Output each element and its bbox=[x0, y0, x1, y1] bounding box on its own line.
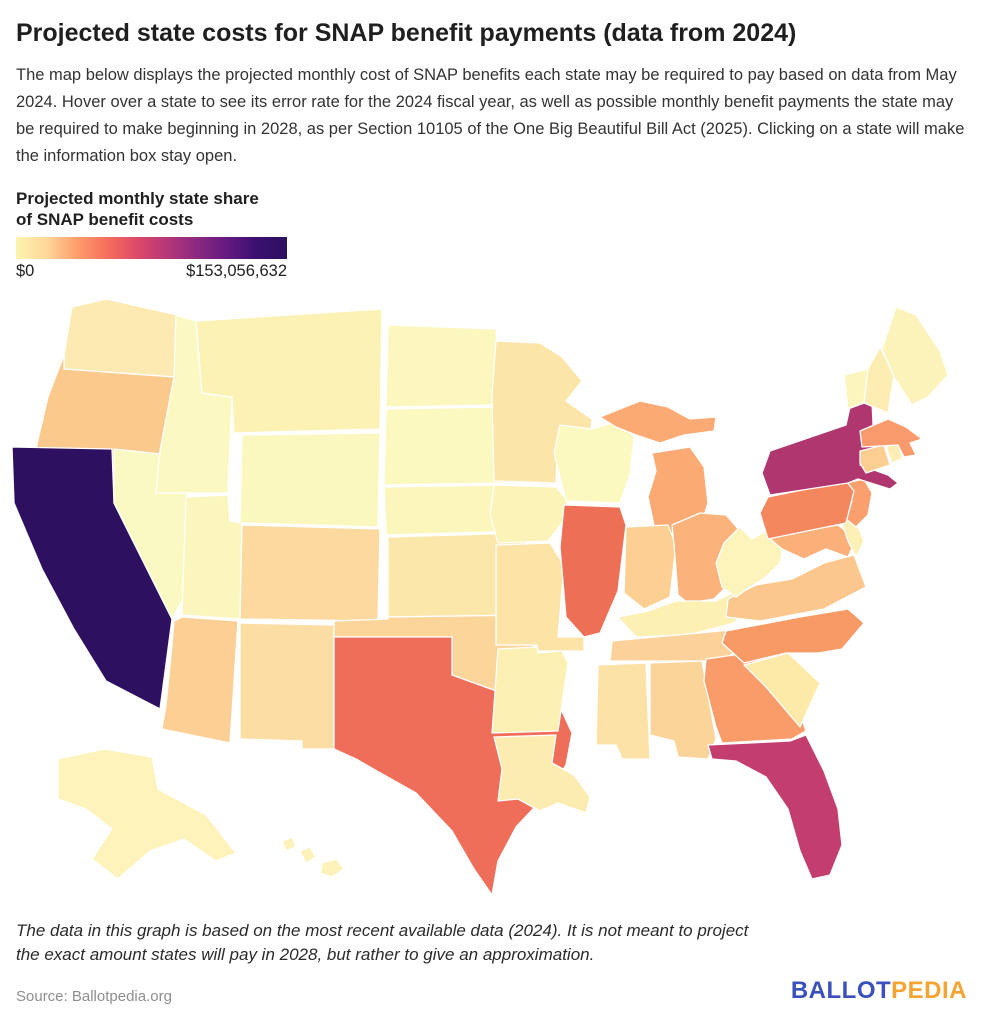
state-wi[interactable]: Wisconsin bbox=[553, 420, 635, 504]
state-az[interactable]: Arizona bbox=[161, 616, 239, 744]
state-co[interactable]: Colorado bbox=[239, 524, 381, 622]
ballotpedia-logo: BALLOTPEDIA bbox=[791, 977, 967, 1005]
us-choropleth-map: WashingtonOregonCaliforniaNevadaIdahoMon… bbox=[0, 285, 983, 915]
legend-gradient-bar bbox=[16, 237, 287, 260]
state-sd[interactable]: South Dakota bbox=[383, 406, 507, 486]
footnote-text: The data in this graph is based on the m… bbox=[16, 921, 749, 964]
legend-title-line2: of SNAP benefit costs bbox=[16, 209, 194, 229]
state-ak[interactable]: Alaska bbox=[57, 748, 237, 880]
state-ar[interactable]: Arkansas bbox=[491, 646, 569, 734]
state-dc[interactable]: District of Columbia bbox=[795, 561, 805, 571]
state-il[interactable]: Illinois bbox=[559, 504, 627, 638]
state-ca[interactable]: California bbox=[11, 446, 173, 710]
state-hi[interactable]: Hawaii bbox=[319, 858, 345, 878]
state-ma[interactable]: Massachusetts bbox=[859, 418, 923, 458]
footer-row: Source: Ballotpedia.org BALLOTPEDIA bbox=[16, 977, 967, 1015]
state-la[interactable]: Louisiana bbox=[493, 734, 591, 814]
legend-labels: $0 $153,056,632 bbox=[16, 262, 287, 281]
legend-title-line1: Projected monthly state share bbox=[16, 188, 259, 208]
legend-title: Projected monthly state share of SNAP be… bbox=[16, 188, 967, 231]
state-me[interactable]: Maine bbox=[881, 306, 949, 406]
legend-max-label: $153,056,632 bbox=[186, 262, 287, 281]
state-nc[interactable]: North Carolina bbox=[721, 608, 865, 664]
state-nh[interactable]: New Hampshire bbox=[863, 346, 895, 414]
logo-ballot: BALLOT bbox=[790, 976, 892, 1004]
description-text: The map below displays the projected mon… bbox=[16, 66, 965, 165]
source-text: Source: Ballotpedia.org bbox=[16, 987, 172, 1005]
state-nd[interactable]: North Dakota bbox=[385, 324, 501, 408]
state-wa[interactable]: Washington bbox=[63, 298, 179, 378]
state-hi[interactable]: Hawaii bbox=[281, 836, 297, 852]
state-ia[interactable]: Iowa bbox=[489, 484, 569, 544]
state-mt[interactable]: Montana bbox=[195, 308, 383, 434]
state-ut[interactable]: Utah bbox=[181, 494, 243, 620]
state-fl[interactable]: Florida bbox=[707, 734, 843, 880]
legend-min-label: $0 bbox=[16, 262, 35, 281]
state-va[interactable]: Virginia bbox=[725, 554, 867, 622]
state-nm[interactable]: New Mexico bbox=[239, 622, 335, 750]
state-hi[interactable]: Hawaii bbox=[299, 846, 317, 864]
page-title: Projected state costs for SNAP benefit p… bbox=[16, 19, 797, 47]
state-sc[interactable]: South Carolina bbox=[743, 652, 821, 728]
legend: Projected monthly state share of SNAP be… bbox=[16, 188, 967, 282]
state-in[interactable]: Indiana bbox=[623, 524, 677, 610]
state-wy[interactable]: Wyoming bbox=[239, 432, 381, 528]
state-mi[interactable]: Michigan bbox=[599, 400, 717, 444]
state-ms[interactable]: Mississippi bbox=[595, 662, 651, 760]
logo-pedia: PEDIA bbox=[891, 976, 967, 1004]
state-wv[interactable]: West Virginia bbox=[715, 526, 785, 598]
